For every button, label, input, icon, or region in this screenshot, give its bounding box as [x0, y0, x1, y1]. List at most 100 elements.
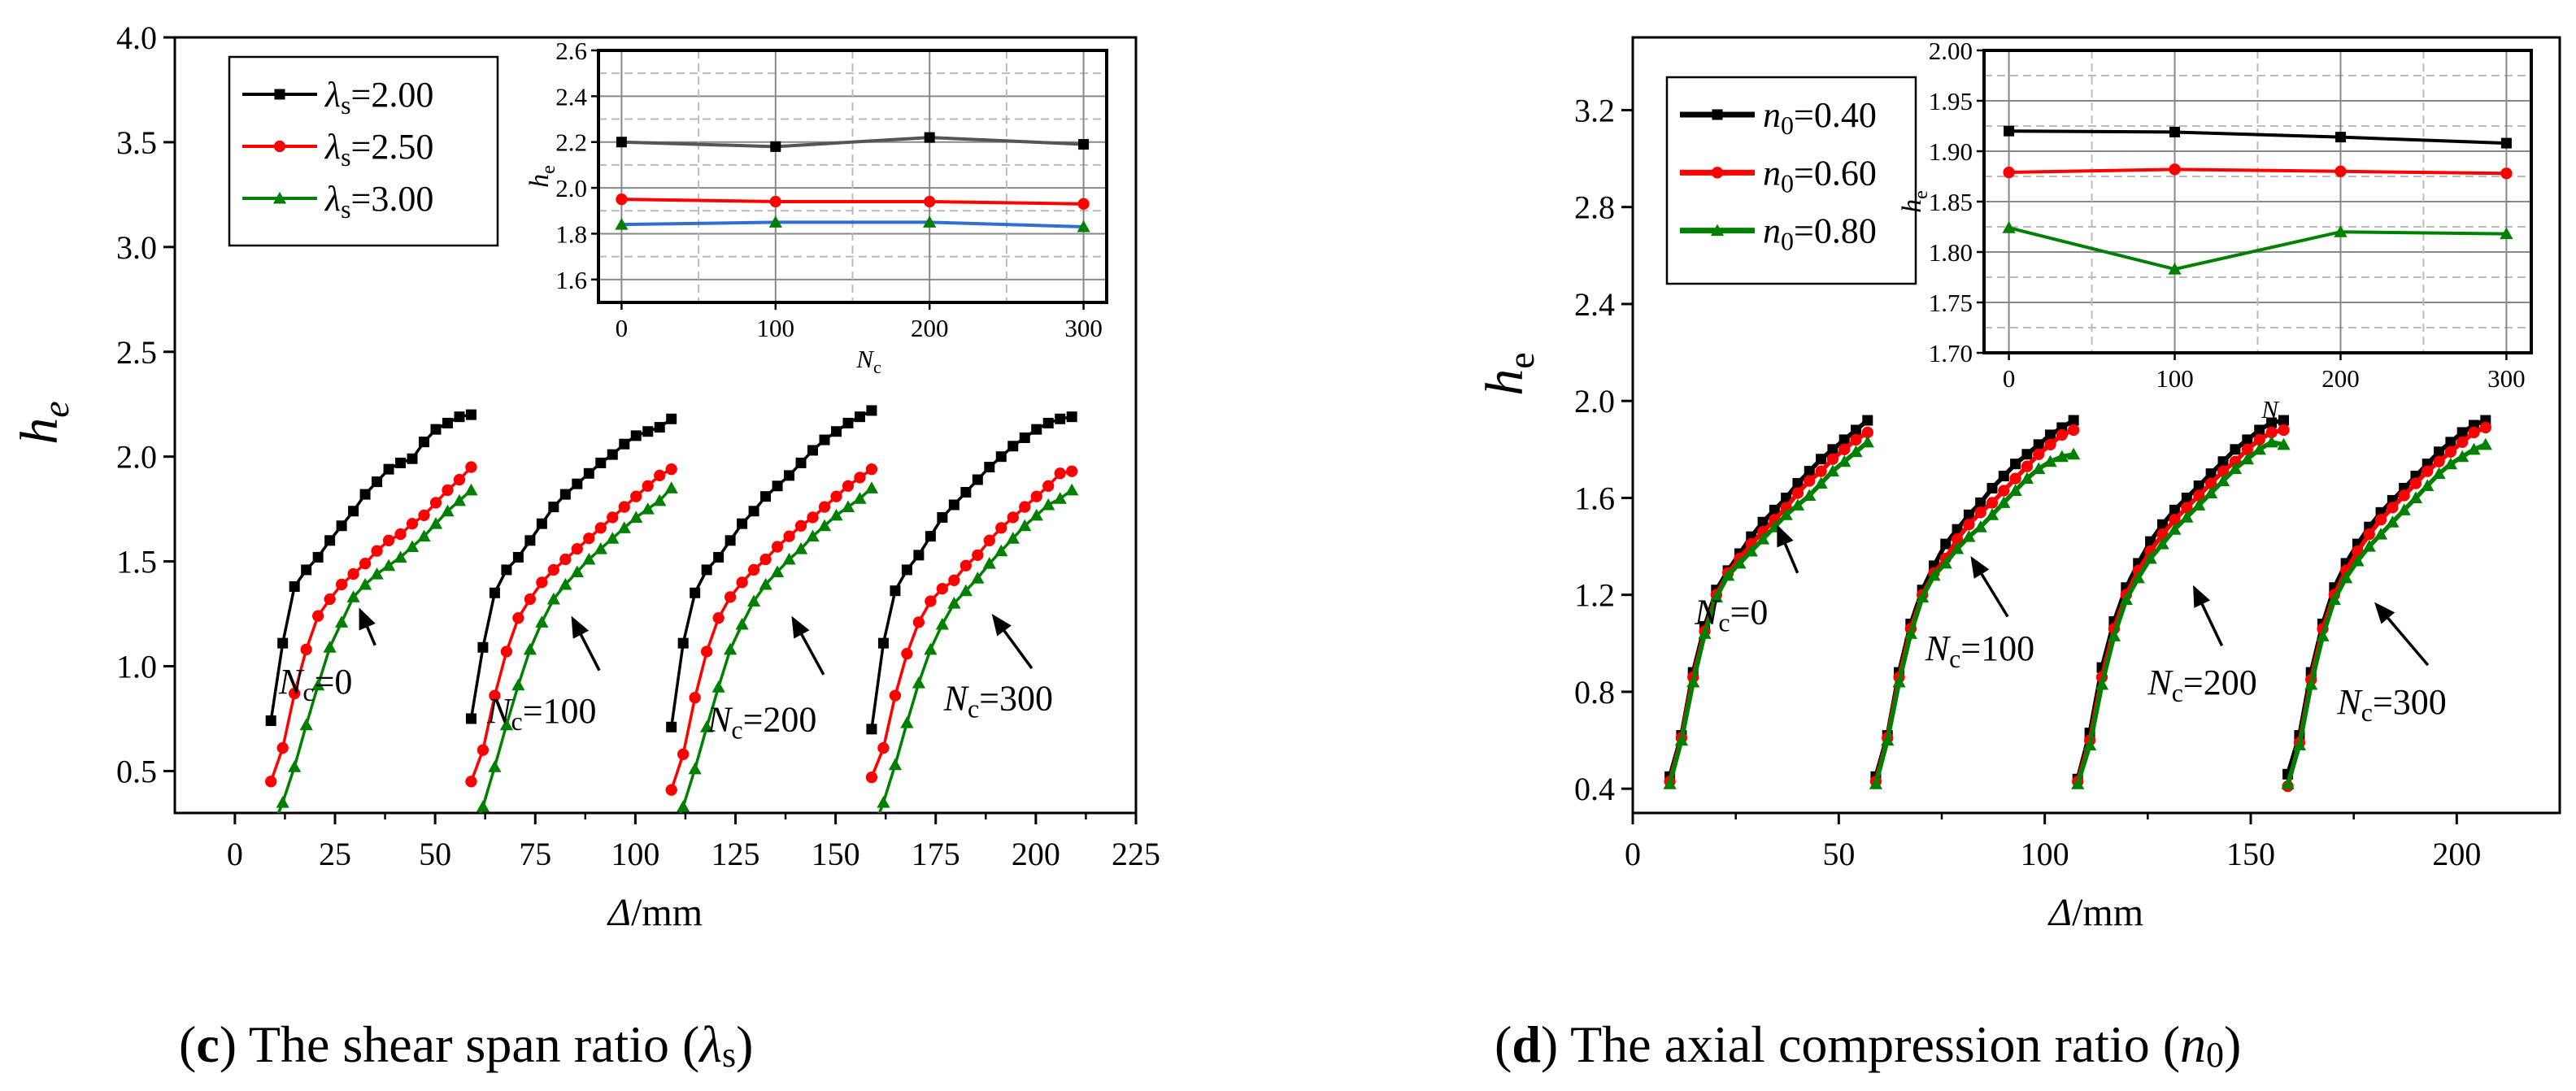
data-point: [323, 641, 337, 653]
inset-x-tick-label: 300: [2487, 364, 2526, 393]
data-point: [2192, 498, 2206, 511]
inset-y-tick-label: 1.85: [1929, 188, 1973, 216]
inset-series-line: [621, 198, 1084, 206]
x-tick-label: 150: [2226, 836, 2275, 872]
data-point: [2421, 479, 2435, 492]
data-point: [1792, 478, 1804, 489]
data-point: [925, 595, 937, 607]
data-point: [1963, 509, 1974, 520]
data-point: [2432, 467, 2446, 480]
series-line: [469, 467, 672, 782]
y-tick-label: 2.0: [116, 439, 157, 476]
data-point: [419, 437, 430, 448]
inset-y-tick-label: 1.6: [555, 266, 587, 294]
data-point: [2021, 460, 2034, 472]
data-point: [394, 550, 407, 563]
data-point: [1927, 568, 1941, 581]
data-point: [2056, 428, 2068, 441]
data-point: [289, 687, 301, 700]
data-point: [630, 490, 642, 502]
data-point: [711, 680, 725, 693]
data-point: [2204, 477, 2217, 489]
data-point: [677, 748, 690, 760]
data-point: [890, 585, 901, 597]
inset-data-point: [615, 218, 629, 230]
x-tick-label: 0: [227, 836, 243, 872]
series-line: [478, 487, 672, 813]
data-point: [782, 552, 796, 565]
y-tick-label: 3.0: [116, 229, 157, 266]
y-tick-label: 2.4: [1574, 286, 1615, 323]
data-point: [913, 550, 925, 561]
data-area: [265, 405, 1079, 813]
data-point: [1816, 454, 1827, 465]
data-point: [937, 511, 948, 523]
inset-x-tick-label: 100: [757, 314, 795, 342]
data-point: [2316, 629, 2330, 641]
data-point: [948, 574, 960, 586]
data-point: [712, 612, 724, 624]
series-line: [2075, 418, 2285, 780]
data-point: [336, 520, 347, 532]
data-point: [959, 584, 973, 597]
data-point: [489, 689, 501, 702]
data-point: [277, 637, 289, 649]
inset-data-point: [769, 195, 781, 208]
data-point: [2254, 424, 2265, 436]
data-point: [2422, 465, 2434, 477]
data-point: [1019, 432, 1030, 443]
data-point: [1838, 434, 1850, 446]
data-point: [688, 762, 702, 775]
y-tick-label: 1.5: [116, 544, 157, 580]
data-point: [701, 645, 713, 658]
inset-data-point: [1077, 220, 1090, 233]
annotation-label: Nc=200: [2147, 663, 2256, 707]
inset-y-tick-label: 1.8: [555, 220, 587, 248]
data-point: [2398, 489, 2410, 502]
data-point: [1042, 498, 1055, 511]
data-point: [572, 478, 583, 489]
data-point: [1663, 777, 1677, 789]
legend-label: λs=2.50: [324, 127, 433, 172]
data-point: [2304, 677, 2318, 690]
data-point: [1850, 424, 1861, 436]
y-tick-label: 0.8: [1574, 674, 1615, 711]
annotation-2: Nc=200: [2147, 585, 2257, 707]
data-point: [1007, 511, 1019, 524]
data-point: [381, 559, 396, 572]
series-line: [877, 489, 1073, 813]
data-point: [936, 582, 949, 595]
annotation-3: Nc=300: [943, 614, 1053, 724]
data-point: [2045, 429, 2056, 441]
data-point: [619, 438, 630, 450]
data-point: [2217, 456, 2229, 467]
data-point: [807, 445, 819, 456]
x-tick-label: 100: [2021, 836, 2069, 872]
data-point: [2278, 424, 2290, 437]
data-point: [348, 506, 359, 517]
curve-group-0: [265, 409, 478, 813]
series-line: [669, 409, 872, 728]
curve-group-1: [465, 413, 678, 813]
x-tick-label: 225: [1112, 836, 1160, 872]
legend-label: λs=2.00: [324, 75, 433, 120]
legend-entry-1: λs=2.50: [242, 127, 433, 172]
inset-y-label: he: [524, 165, 559, 188]
inset-y-tick-label: 2.6: [555, 37, 587, 65]
data-point: [2071, 777, 2085, 789]
inset-x-tick-label: 0: [616, 314, 629, 342]
data-point: [1860, 435, 1874, 448]
plot-frame: [173, 36, 1138, 815]
data-point: [666, 721, 677, 732]
data-point: [535, 615, 549, 628]
data-point: [935, 617, 949, 630]
inset-data-point: [2003, 166, 2015, 179]
data-point: [2327, 593, 2341, 606]
inset-data-point: [2500, 227, 2513, 240]
data-point: [429, 517, 443, 529]
data-point: [677, 637, 689, 649]
data-point: [2266, 417, 2278, 428]
data-point: [1006, 532, 1020, 544]
inset-data-point: [2334, 225, 2348, 237]
data-point: [395, 457, 407, 468]
